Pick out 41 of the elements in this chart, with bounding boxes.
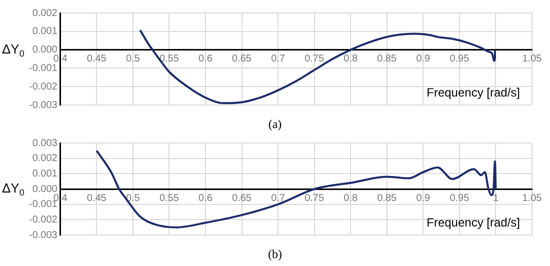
y-tick-label: 0.003 — [32, 138, 58, 149]
x-tick-label: 0.9 — [416, 54, 431, 65]
x-tick-label: 0.75 — [304, 54, 324, 65]
x-tick-label: 0.45 — [86, 192, 107, 204]
x-tick-label: 0.8 — [344, 192, 358, 204]
y-tick-label: 0.000 — [32, 44, 58, 56]
x-tick-label: 0.85 — [377, 192, 398, 204]
y-tick-label: 0.000 — [32, 184, 58, 195]
y-tick-label: 0.002 — [32, 8, 58, 19]
y-tick-label: -0.001 — [28, 62, 58, 74]
x-tick-label: 0.75 — [304, 192, 324, 204]
x-tick-label: 1 — [492, 192, 499, 204]
x-tick-label: 1.05 — [522, 192, 542, 204]
x-tick-label: 0.55 — [159, 54, 180, 65]
x-axis-title: Frequency [rad/s] — [426, 215, 520, 230]
y-tick-label: 0.002 — [32, 153, 58, 164]
y-tick-label: 0.001 — [32, 26, 58, 38]
x-axis-title: Frequency [rad/s] — [426, 85, 520, 100]
x-tick-label: 0.6 — [198, 192, 213, 204]
x-tick-label: 1.05 — [522, 54, 542, 65]
x-tick-label: 0.95 — [450, 192, 470, 204]
y-tick-label: -0.002 — [28, 81, 58, 92]
x-tick-label: 0.6 — [198, 54, 213, 65]
x-tick-label: 0.7 — [271, 54, 286, 65]
y-tick-label: 0.001 — [32, 168, 58, 180]
y-tick-label: -0.003 — [28, 100, 58, 111]
x-tick-label: 0.5 — [126, 54, 140, 65]
x-tick-label: 0.9 — [416, 192, 431, 204]
text: (a) — [267, 116, 283, 133]
x-tick-label: 0.65 — [232, 54, 252, 65]
y-tick-label: -0.003 — [28, 230, 58, 241]
x-tick-label: 0.45 — [86, 54, 107, 65]
x-tick-label: 0.95 — [450, 54, 470, 65]
y-tick-label: -0.001 — [28, 199, 58, 210]
y-tick-label: -0.002 — [28, 214, 58, 226]
x-tick-label: 0.65 — [232, 192, 252, 204]
x-tick-label: 0.8 — [344, 54, 358, 65]
text: (b) — [267, 246, 283, 263]
x-tick-label: 0.85 — [377, 54, 398, 65]
x-tick-label: 0.55 — [159, 192, 180, 204]
x-tick-label: 0.7 — [271, 192, 286, 204]
